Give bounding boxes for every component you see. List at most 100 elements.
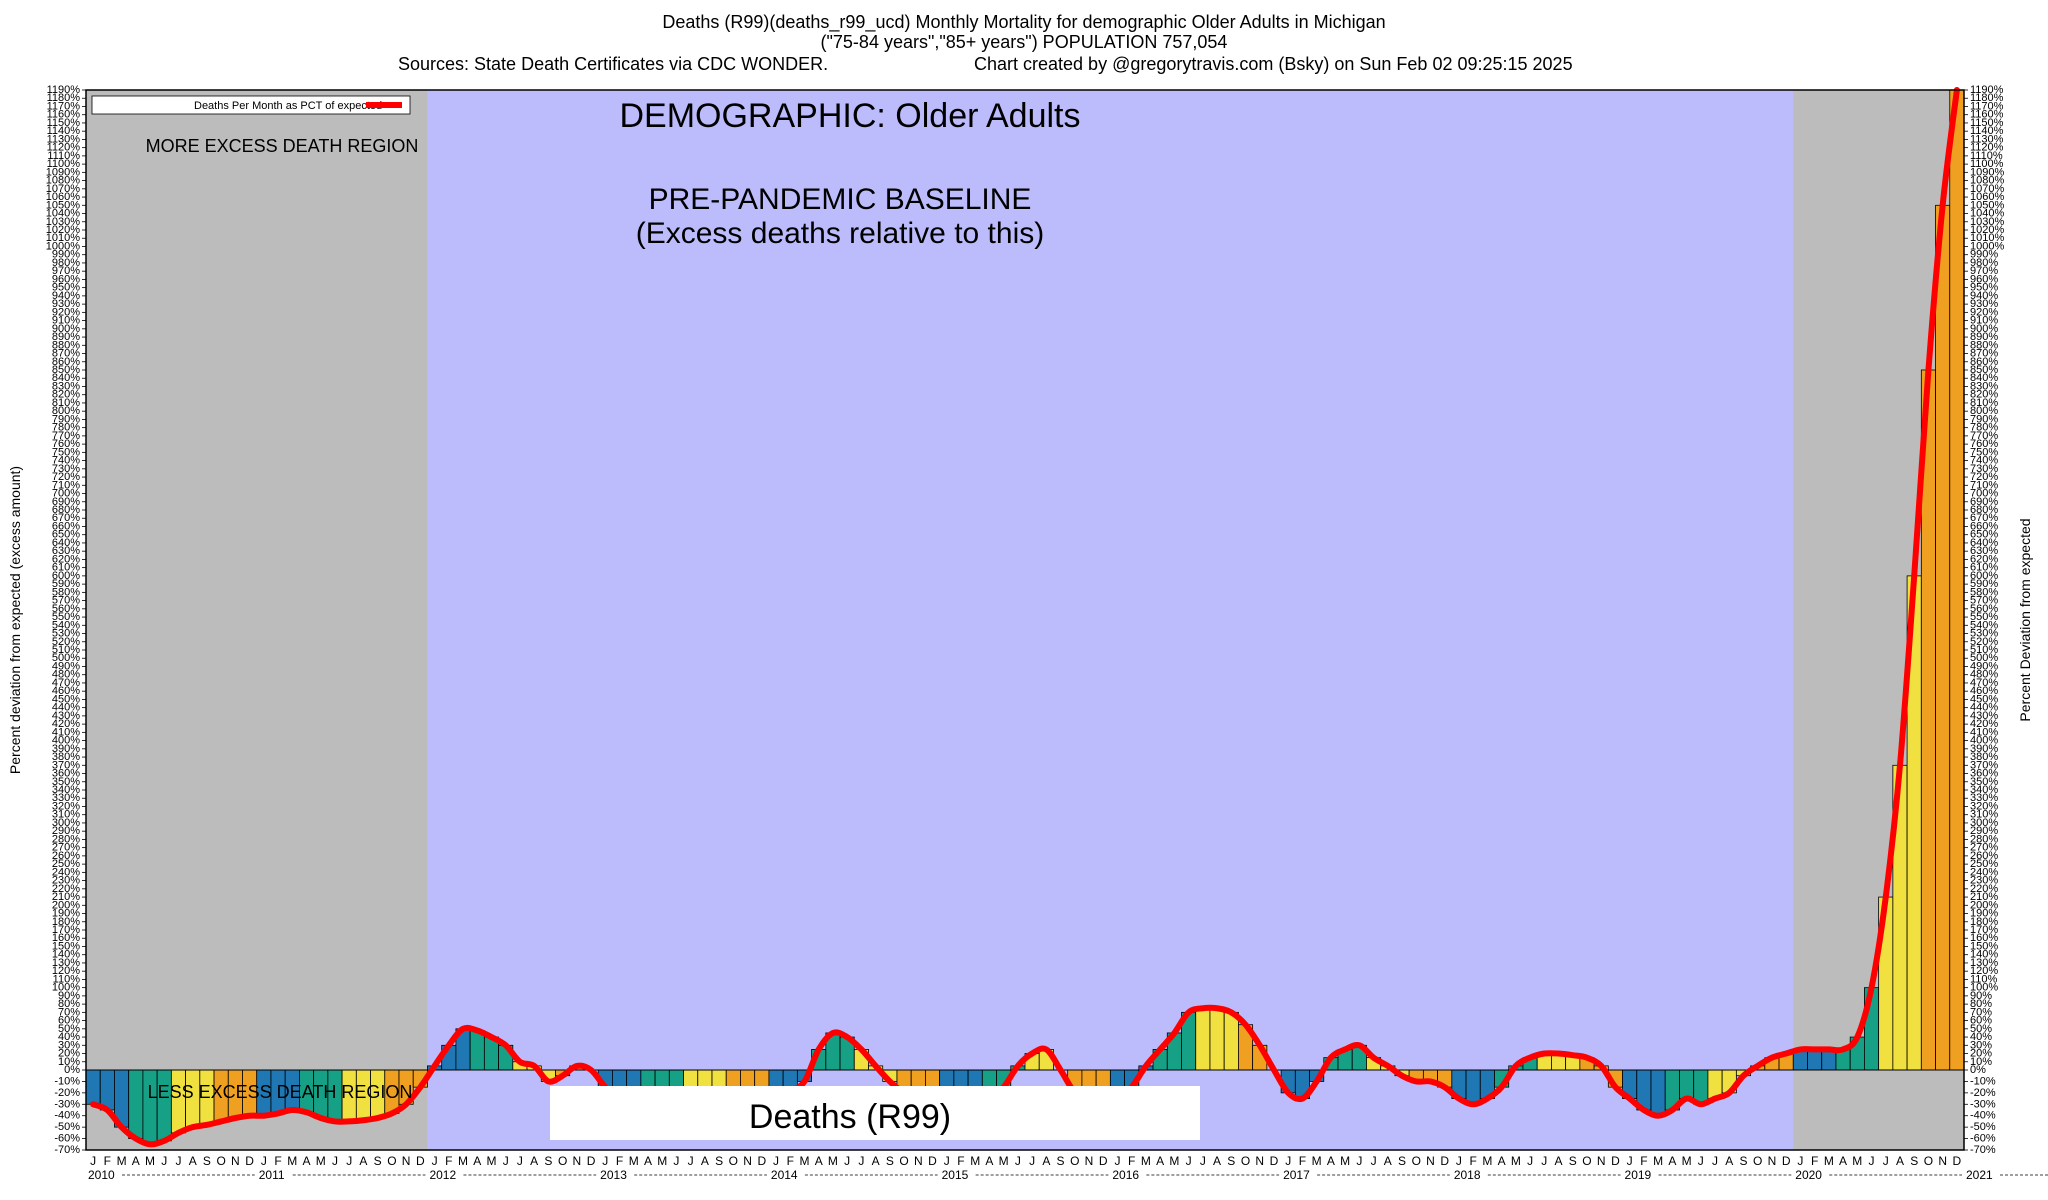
x-tick-label: J (944, 1154, 950, 1168)
y-tick-label-right: 860% (1970, 356, 1998, 368)
y-tick-label-left: 1110% (47, 150, 80, 162)
y-tick-label-left: 130% (52, 957, 80, 969)
x-tick-label: S (203, 1154, 211, 1168)
credit-text: Chart created by @gregorytravis.com (Bsk… (974, 54, 1573, 74)
y-tick-label-right: 650% (1970, 529, 1998, 541)
y-tick-label-left: 860% (52, 356, 80, 368)
x-tick-label: A (473, 1154, 481, 1168)
y-tick-label-right: 20% (1970, 1048, 1992, 1060)
x-tick-label: A (872, 1154, 880, 1168)
y-tick-label-left: 70% (58, 1006, 80, 1018)
y-tick-label-right: 900% (1970, 323, 1998, 335)
x-tick-label: F (1299, 1154, 1306, 1168)
x-tick-label: M (970, 1154, 980, 1168)
x-tick-label: A (985, 1154, 993, 1168)
y-tick-label-right: 1030% (1970, 216, 2004, 228)
title-line-2: ("75-84 years","85+ years") POPULATION 7… (820, 32, 1228, 52)
x-tick-label: D (757, 1154, 766, 1168)
x-tick-label: M (999, 1154, 1009, 1168)
y-tick-label-right: 270% (1970, 842, 1998, 854)
y-tick-label-right: -10% (1970, 1075, 1996, 1087)
x-tick-label: S (1739, 1154, 1747, 1168)
y-tick-label-left: 120% (52, 965, 80, 977)
y-tick-label-right: 830% (1970, 380, 1998, 392)
y-tick-label-right: 30% (1970, 1039, 1992, 1051)
y-tick-label-left: 530% (52, 628, 80, 640)
y-tick-label-left: 230% (52, 875, 80, 887)
y-tick-label-left: 270% (52, 842, 80, 854)
y-tick-label-right: 440% (1970, 702, 1998, 714)
x-tick-label: M (145, 1154, 155, 1168)
x-tick-label: D (1611, 1154, 1620, 1168)
x-tick-label: A (1156, 1154, 1164, 1168)
bar (1209, 1007, 1225, 1071)
x-tick-label: J (1356, 1154, 1362, 1168)
x-tick-label: J (1869, 1154, 1875, 1168)
y-tick-label-right: 950% (1970, 282, 1998, 294)
y-tick-label-right: 230% (1970, 875, 1998, 887)
y-tick-label-right: 680% (1970, 504, 1998, 516)
y-tick-label-right: 1040% (1970, 208, 2004, 220)
y-tick-label-left: 1130% (47, 133, 81, 145)
x-tick-label: J (1541, 1154, 1547, 1168)
y-tick-label-right: 260% (1970, 850, 1998, 862)
bar (1935, 204, 1951, 1071)
x-tick-label: J (773, 1154, 779, 1168)
x-tick-label: O (899, 1154, 908, 1168)
year-label: 2020 (1795, 1168, 1822, 1182)
y-tick-label-left: 1030% (46, 216, 80, 228)
y-tick-label-left: 590% (52, 578, 80, 590)
y-tick-label-left: 290% (52, 825, 80, 837)
x-tick-label: D (1440, 1154, 1449, 1168)
x-tick-label: M (1169, 1154, 1179, 1168)
x-tick-label: M (799, 1154, 809, 1168)
y-tick-label-left: 900% (52, 323, 80, 335)
x-tick-label: S (715, 1154, 723, 1168)
x-tick-label: J (858, 1154, 864, 1168)
year-label: 2014 (771, 1168, 798, 1182)
x-tick-label: F (787, 1154, 794, 1168)
x-tick-label: M (1340, 1154, 1350, 1168)
y-tick-label-right: 40% (1970, 1031, 1992, 1043)
y-tick-label-right: 470% (1970, 677, 1998, 689)
bar (469, 1030, 485, 1071)
y-tick-label-right: 990% (1970, 249, 1998, 261)
y-tick-label-right: 890% (1970, 331, 1998, 343)
y-tick-label-left: 680% (52, 504, 80, 516)
y-tick-label-right: 880% (1970, 339, 1998, 351)
y-tick-label-left: 780% (52, 422, 80, 434)
x-tick-label: A (303, 1154, 311, 1168)
y-tick-label-right: 0% (1970, 1064, 1986, 1076)
y-tick-label-right: 1110% (1970, 150, 2003, 162)
x-tick-label: M (657, 1154, 667, 1168)
x-tick-label: J (1029, 1154, 1035, 1168)
y-tick-label-left: 430% (52, 710, 80, 722)
y-tick-label-right: 240% (1970, 866, 1998, 878)
y-tick-label-left: 570% (52, 595, 80, 607)
y-tick-label-right: 340% (1970, 784, 1998, 796)
y-tick-label-right: 500% (1970, 652, 1998, 664)
y-tick-label-right: 930% (1970, 298, 1998, 310)
x-tick-label: N (914, 1154, 923, 1168)
x-tick-label: A (1896, 1154, 1904, 1168)
x-tick-label: N (231, 1154, 240, 1168)
x-tick-label: J (90, 1154, 96, 1168)
x-tick-label: M (1482, 1154, 1492, 1168)
y-tick-label-left: 950% (52, 282, 80, 294)
bar (1650, 1069, 1666, 1117)
y-tick-label-left: 970% (52, 265, 80, 277)
y-tick-label-right: 50% (1970, 1023, 1992, 1035)
y-tick-label-left: 830% (52, 380, 80, 392)
y-tick-label-right: -50% (1970, 1121, 1996, 1133)
y-tick-label-left: 750% (52, 446, 80, 458)
y-tick-label-left: 560% (52, 603, 80, 615)
y-tick-label-left: 60% (58, 1015, 80, 1027)
y-tick-label-right: 430% (1970, 710, 1998, 722)
x-tick-label: M (1312, 1154, 1322, 1168)
y-tick-label-left: 1040% (46, 208, 80, 220)
y-tick-label-left: 370% (52, 759, 80, 771)
x-tick-label: D (1270, 1154, 1279, 1168)
y-tick-label-left: 850% (52, 364, 80, 376)
y-tick-label-left: 380% (52, 751, 80, 763)
y-tick-label-left: 140% (52, 949, 80, 961)
